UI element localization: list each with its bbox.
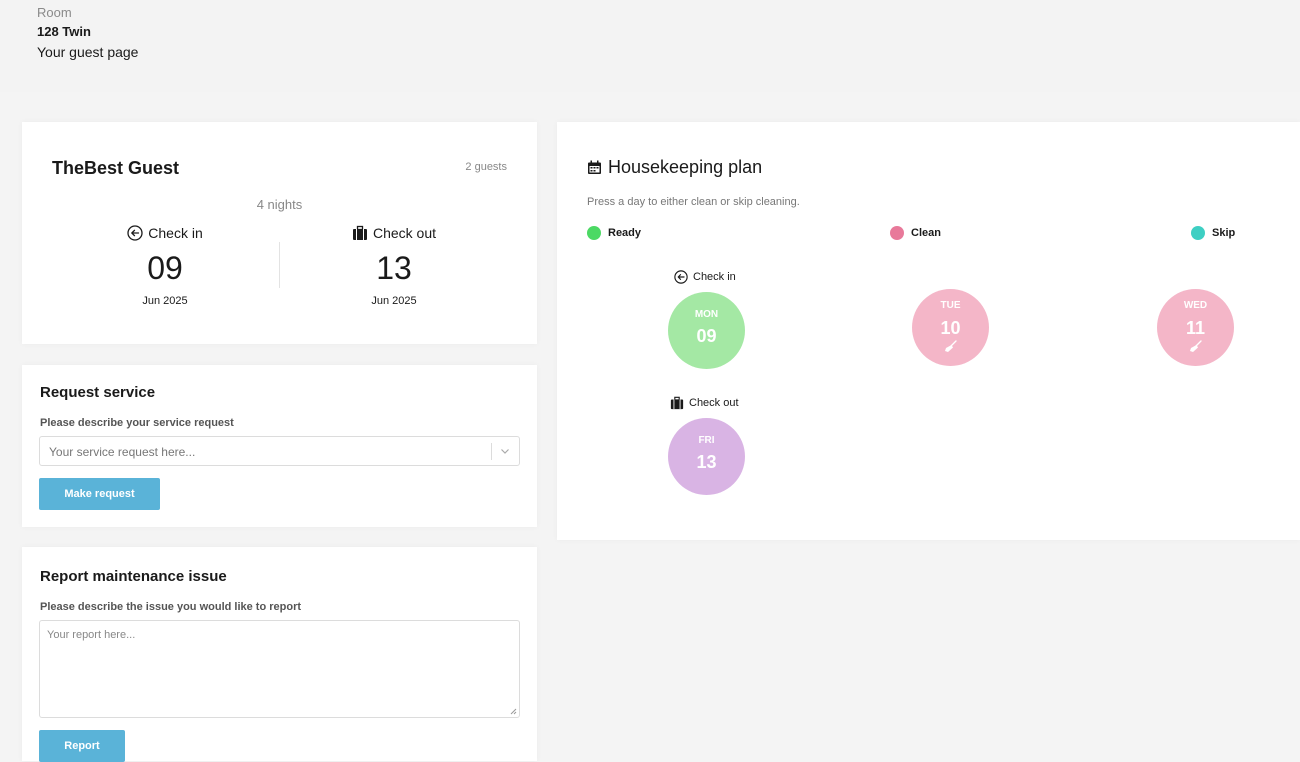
check-in-tag-text: Check in [693,271,736,283]
page-header: Room 128 Twin Your guest page [0,0,1300,92]
housekeeping-title-text: Housekeeping plan [608,157,763,177]
broom-icon [1190,340,1202,352]
check-in-text: Check in [148,225,203,241]
report-field-label: Please describe the issue you would like… [40,601,302,613]
resize-grip-icon[interactable] [509,707,517,715]
service-request-placeholder: Your service request here... [49,445,196,459]
arrow-circle-left-icon [674,270,688,284]
legend-skip-label: Skip [1212,227,1236,239]
request-field-label: Please describe your service request [40,417,234,429]
request-service-card: Request service Please describe your ser… [22,365,537,527]
arrow-circle-left-icon [127,225,143,241]
day-circle-fri[interactable]: FRI 13 [668,418,745,495]
select-separator [491,443,492,460]
legend-clean: Clean [890,226,941,240]
room-name: 128 Twin [37,24,91,39]
service-request-select[interactable]: Your service request here... [39,436,520,466]
legend-ready: Ready [587,226,641,240]
calendar-icon [588,160,601,174]
check-in-info: Check in 09 Jun 2025 [65,224,265,307]
day-weekday: MON [694,309,719,320]
check-in-day: 09 [147,250,183,286]
legend-clean-label: Clean [911,227,941,239]
suitcase-icon [352,225,367,240]
check-in-tag: Check in [674,270,736,284]
legend-ready-label: Ready [608,227,642,239]
day-weekday: WED [1183,300,1208,311]
day-number: 13 [696,452,717,472]
legend-skip-dot [1191,226,1205,240]
check-in-label: Check in [65,224,265,242]
day-number: 10 [940,318,961,338]
page-subtitle: Your guest page [37,44,139,60]
day-circle-tue[interactable]: TUE 10 [912,289,989,366]
day-number: 09 [696,326,717,346]
legend-ready-dot [587,226,601,240]
report-placeholder: Your report here... [47,629,136,641]
check-in-month: Jun 2025 [142,295,188,307]
day-circle-wed[interactable]: WED 11 [1157,289,1234,366]
housekeeping-title: Housekeeping plan [587,157,762,178]
day-number: 11 [1185,318,1206,338]
request-service-title: Request service [40,384,156,401]
report-textarea[interactable]: Your report here... [39,620,520,718]
stay-divider [279,242,280,288]
guest-card: TheBest Guest 2 guests 4 nights Check in… [22,122,537,344]
check-out-month: Jun 2025 [371,295,417,307]
check-out-info: Check out 13 Jun 2025 [294,224,494,307]
report-maintenance-title: Report maintenance issue [40,568,227,585]
housekeeping-card: Housekeeping plan Press a day to either … [557,122,1300,540]
day-weekday: FRI [698,435,715,446]
guest-count: 2 guests [465,161,507,173]
guest-name: TheBest Guest [52,158,180,178]
check-out-tag-text: Check out [689,397,739,409]
report-maintenance-card: Report maintenance issue Please describe… [22,547,537,762]
day-weekday: TUE [940,300,961,311]
legend-clean-dot [890,226,904,240]
nights-count: 4 nights [256,197,303,212]
check-out-tag: Check out [670,396,739,410]
room-label: Room [37,5,72,20]
housekeeping-subtitle: Press a day to either clean or skip clea… [587,196,800,208]
broom-icon [945,340,957,352]
report-button[interactable]: Report [39,730,125,762]
check-out-label: Check out [294,224,494,242]
chevron-down-icon[interactable] [500,446,510,456]
suitcase-icon [670,396,684,410]
make-request-button[interactable]: Make request [39,478,160,510]
check-out-day: 13 [376,250,412,286]
check-out-text: Check out [372,225,437,241]
legend-skip: Skip [1191,226,1235,240]
day-circle-mon[interactable]: MON 09 [668,292,745,369]
